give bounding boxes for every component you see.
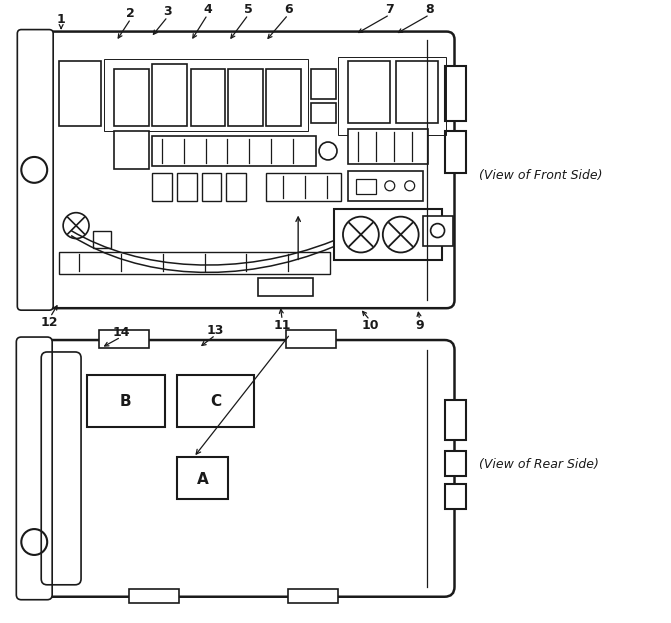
Bar bbox=[396, 62, 437, 123]
Bar bbox=[338, 57, 446, 135]
Bar bbox=[152, 136, 316, 166]
Text: 2: 2 bbox=[126, 7, 136, 20]
Bar bbox=[152, 173, 172, 201]
Bar bbox=[266, 173, 341, 201]
Bar bbox=[445, 484, 466, 509]
Bar bbox=[348, 129, 427, 164]
Bar bbox=[176, 173, 197, 201]
Text: B: B bbox=[120, 394, 132, 409]
Bar bbox=[445, 131, 466, 173]
FancyBboxPatch shape bbox=[16, 337, 52, 600]
Bar bbox=[348, 171, 423, 201]
Bar bbox=[348, 62, 390, 123]
Text: 7: 7 bbox=[385, 3, 394, 16]
Text: A: A bbox=[197, 472, 209, 487]
Text: 8: 8 bbox=[425, 3, 434, 16]
Bar bbox=[289, 589, 338, 602]
Bar bbox=[104, 59, 308, 131]
Circle shape bbox=[63, 212, 89, 239]
Text: 1: 1 bbox=[57, 13, 66, 26]
Text: (View of Rear Side): (View of Rear Side) bbox=[479, 458, 599, 471]
Text: 12: 12 bbox=[40, 316, 58, 328]
Bar bbox=[356, 179, 376, 194]
Bar bbox=[334, 209, 442, 260]
Bar bbox=[445, 400, 466, 440]
Circle shape bbox=[21, 529, 47, 555]
Bar bbox=[59, 62, 101, 126]
Bar bbox=[114, 131, 149, 169]
Bar bbox=[258, 278, 313, 297]
Bar bbox=[99, 330, 149, 348]
FancyBboxPatch shape bbox=[19, 340, 454, 597]
Bar bbox=[423, 216, 452, 245]
Bar bbox=[266, 69, 301, 126]
Circle shape bbox=[343, 217, 379, 252]
Text: (View of Front Side): (View of Front Side) bbox=[479, 169, 603, 183]
Bar bbox=[93, 231, 111, 249]
Text: 6: 6 bbox=[284, 3, 293, 16]
Text: 5: 5 bbox=[244, 3, 253, 16]
Bar bbox=[191, 69, 225, 126]
FancyBboxPatch shape bbox=[19, 32, 454, 308]
FancyBboxPatch shape bbox=[17, 29, 53, 310]
Bar bbox=[152, 64, 187, 126]
Bar bbox=[311, 69, 336, 99]
Bar bbox=[287, 330, 336, 348]
Bar bbox=[176, 457, 228, 499]
Circle shape bbox=[21, 157, 47, 183]
Bar bbox=[176, 375, 254, 427]
Circle shape bbox=[384, 181, 395, 191]
Bar bbox=[228, 69, 263, 126]
Circle shape bbox=[431, 224, 445, 237]
Bar bbox=[87, 375, 164, 427]
Text: 9: 9 bbox=[415, 318, 424, 331]
Text: 13: 13 bbox=[207, 323, 224, 336]
Bar bbox=[445, 67, 466, 121]
Text: 10: 10 bbox=[361, 318, 378, 331]
Text: 14: 14 bbox=[112, 326, 130, 338]
Bar bbox=[311, 103, 336, 123]
Bar bbox=[114, 69, 149, 126]
Bar bbox=[129, 589, 178, 602]
Bar bbox=[445, 452, 466, 477]
Bar bbox=[226, 173, 246, 201]
Text: 11: 11 bbox=[274, 318, 291, 331]
Bar bbox=[59, 252, 330, 274]
Bar bbox=[201, 173, 221, 201]
Circle shape bbox=[319, 142, 337, 160]
Text: C: C bbox=[210, 394, 221, 409]
Circle shape bbox=[405, 181, 415, 191]
Text: 3: 3 bbox=[163, 5, 172, 18]
Circle shape bbox=[382, 217, 419, 252]
Text: 4: 4 bbox=[203, 3, 212, 16]
